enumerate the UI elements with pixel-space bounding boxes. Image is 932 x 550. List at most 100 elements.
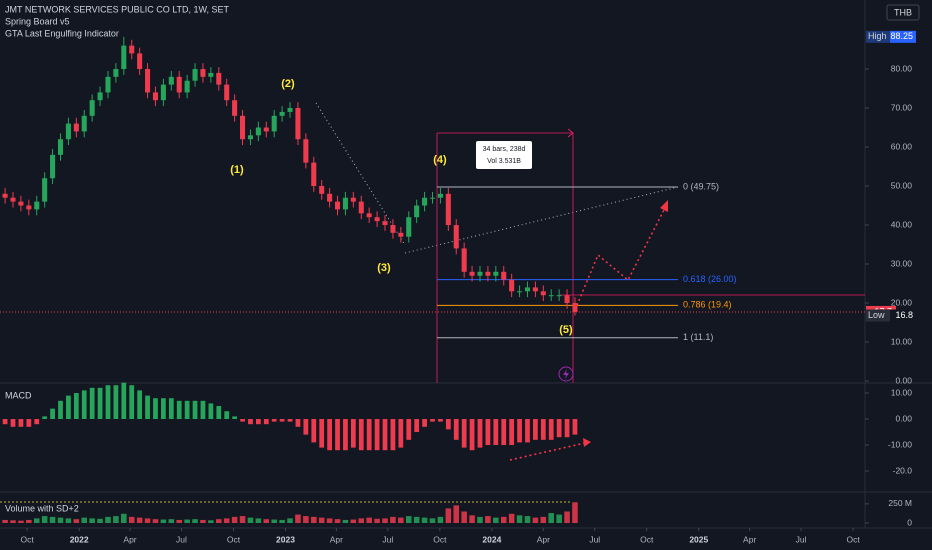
volume-bar [485, 516, 491, 523]
fib-label: 1 (11.1) [683, 332, 713, 342]
volume-bar [65, 518, 72, 523]
candle-body [57, 139, 64, 155]
volume-bar [160, 519, 167, 523]
x-tick-label: Jul [589, 534, 600, 544]
x-tick-label: 2025 [689, 534, 708, 544]
x-tick-label: Oct [21, 534, 35, 544]
volume-bar [374, 518, 380, 523]
candle-body [517, 291, 523, 293]
macd-bar [58, 400, 63, 420]
candle-body [287, 108, 293, 112]
macd-bar [232, 416, 237, 420]
x-tick-label: Jul [382, 534, 393, 544]
volume-bar [10, 520, 16, 523]
y-tick-label: 80.00 [891, 63, 913, 73]
macd-bar [517, 419, 522, 443]
x-tick-label: Oct [227, 534, 241, 544]
macd-bar [406, 419, 412, 440]
volume-bar [421, 517, 428, 523]
macd-bar [414, 419, 420, 433]
volume-bar [572, 502, 578, 523]
measure-bars: 34 bars, 238d [483, 146, 526, 153]
volume-bar [2, 519, 8, 523]
candle-body [414, 205, 420, 218]
macd-bar [390, 419, 396, 451]
macd-bar [469, 419, 475, 451]
macd-bar [533, 419, 538, 440]
volume-bar [342, 519, 349, 523]
x-tick-label: 2023 [276, 534, 295, 544]
candle-body [42, 178, 48, 202]
macd-bar [208, 403, 214, 420]
volume-bar [81, 517, 88, 523]
candle-body [493, 271, 499, 276]
macd-bar [26, 419, 32, 427]
macd-bar [572, 419, 578, 435]
volume-bar [176, 519, 182, 523]
macd-bar [493, 419, 499, 446]
macd-bar [34, 419, 40, 425]
volume-bar [136, 517, 143, 523]
candle-body [469, 271, 475, 276]
y-tick-label: 30.00 [891, 258, 913, 268]
currency-box[interactable] [886, 4, 920, 21]
volume-bar [398, 517, 404, 523]
macd-bar [129, 385, 135, 420]
volume-bar [18, 520, 24, 523]
x-tick-label: Oct [640, 534, 654, 544]
volume-bar [405, 516, 412, 523]
volume-bar [366, 517, 372, 523]
candle-body [208, 72, 214, 77]
y-tick-label: -10.00 [888, 439, 912, 449]
volume-bar [326, 518, 333, 523]
macd-bar [311, 419, 317, 443]
x-tick-label: Oct [847, 534, 861, 544]
macd-bar [509, 419, 515, 446]
candle-body [2, 193, 8, 198]
marker-label: High [868, 31, 887, 41]
y-tick-label: 0 [907, 517, 912, 527]
y-tick-label: 10.00 [891, 336, 913, 346]
candle-body [319, 186, 325, 194]
volume-bar [540, 516, 547, 523]
volume-bar [564, 511, 570, 523]
macd-bar [73, 393, 79, 420]
volume-bar [382, 518, 388, 523]
candle-body [350, 197, 356, 202]
macd-bar [327, 419, 332, 451]
candle-body [240, 115, 246, 140]
candle-body [509, 279, 515, 292]
macd-bar [366, 419, 372, 451]
candle-body [564, 295, 570, 304]
macd-bar [485, 419, 491, 446]
volume-bar [311, 516, 317, 523]
macd-bar [145, 395, 150, 420]
macd-bar [176, 400, 182, 420]
signal-bolt [563, 369, 569, 379]
measure-box [476, 141, 532, 169]
macd-bar [445, 419, 451, 430]
currency[interactable]: THB [894, 7, 912, 17]
macd-bar [161, 398, 166, 420]
volume-bar [152, 519, 159, 523]
volume-title: Volume with SD+2 [5, 503, 79, 513]
macd-bar [525, 419, 530, 443]
candle-body [461, 248, 467, 272]
candle-body [26, 205, 32, 210]
macd-bar [350, 419, 356, 448]
volume-bar [508, 513, 515, 523]
candle-body [263, 127, 269, 132]
candle-body [168, 76, 174, 85]
macd-bar [200, 400, 206, 420]
y-tick-label: 70.00 [891, 102, 913, 112]
macd-bar [121, 382, 127, 420]
volume-bar [223, 518, 230, 523]
macd-bar [287, 419, 293, 422]
signal-icon[interactable] [558, 366, 574, 382]
candle-body [121, 45, 127, 70]
macd-title: MACD [5, 390, 32, 400]
volume-bar [168, 519, 175, 523]
indicator-name: GTA Last Engulfing Indicator [5, 28, 119, 38]
volume-bar [184, 519, 190, 523]
